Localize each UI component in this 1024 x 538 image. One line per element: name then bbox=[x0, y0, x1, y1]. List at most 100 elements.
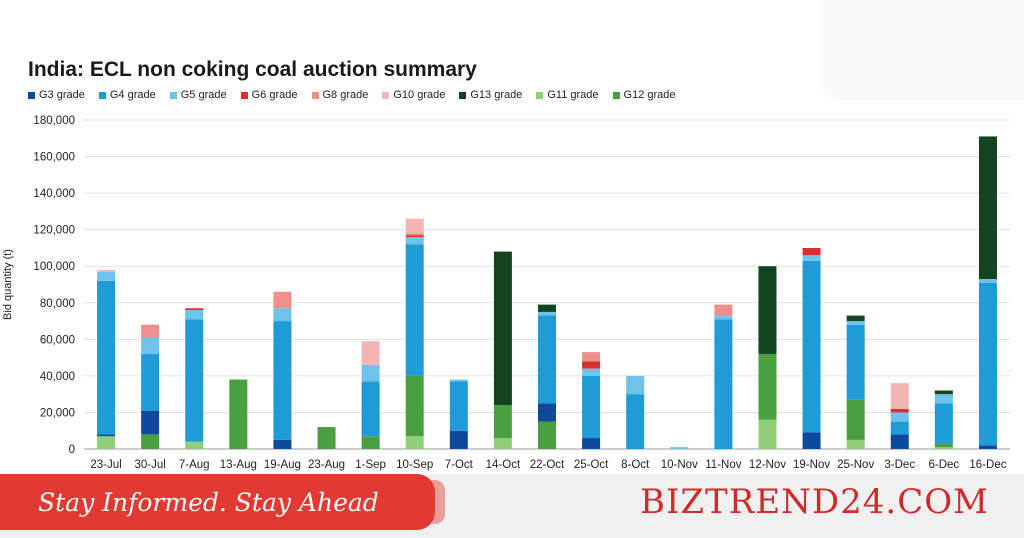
bar-segment-g13 bbox=[493, 251, 512, 406]
bar-segment-g4 bbox=[802, 260, 821, 433]
bar-segment-g6 bbox=[802, 247, 821, 256]
y-tick-label: 120,000 bbox=[33, 225, 75, 237]
bar-segment-g4 bbox=[538, 315, 556, 404]
bar-segment-g6 bbox=[405, 235, 424, 237]
legend-swatch bbox=[169, 91, 177, 99]
y-tick-label: 100,000 bbox=[33, 261, 75, 273]
legend-swatch bbox=[28, 91, 35, 99]
x-tick-label: 25-Nov bbox=[837, 459, 874, 471]
legend-swatch bbox=[382, 91, 390, 99]
bar-segment-g11 bbox=[493, 438, 512, 449]
bar-segment-g13 bbox=[758, 266, 777, 354]
bar-segment-g5 bbox=[626, 375, 645, 395]
legend-swatch bbox=[612, 91, 620, 99]
x-tick-label: 13-Aug bbox=[220, 459, 257, 471]
bar-segment-g5 bbox=[802, 255, 821, 261]
bar-segment-g11 bbox=[97, 436, 116, 449]
legend-label: G13 grade bbox=[470, 89, 523, 101]
bar-segment-g3 bbox=[97, 434, 116, 437]
bar-segment-g3 bbox=[141, 410, 160, 435]
bar-segment-g12 bbox=[934, 443, 953, 448]
bar-segment-g12 bbox=[538, 421, 556, 449]
bar-segment-g12 bbox=[846, 399, 865, 440]
bar-segment-g10 bbox=[361, 341, 380, 365]
bar-segment-g12 bbox=[493, 405, 512, 439]
bar-segment-g5 bbox=[141, 337, 160, 354]
x-tick-label: 12-Nov bbox=[749, 459, 786, 471]
bar-segment-g4 bbox=[846, 324, 865, 400]
legend-item: G8 grade bbox=[311, 89, 369, 101]
bar-segment-g4 bbox=[361, 381, 380, 437]
bar-segment-g5 bbox=[714, 315, 733, 320]
chart-legend: G3 grade G4 grade G5 grade G6 grade G8 grade… bbox=[28, 89, 676, 101]
legend-label: G6 grade bbox=[251, 89, 298, 101]
bar-segment-g4 bbox=[714, 319, 733, 449]
bar-segment-g12 bbox=[361, 436, 380, 449]
bar-segment-g8 bbox=[405, 233, 424, 236]
x-tick-label: 19-Aug bbox=[264, 459, 301, 471]
bar-segment-g4 bbox=[405, 244, 424, 376]
footer-banner: Stay Informed. Stay Ahead BIZTREND24.COM bbox=[0, 474, 1024, 538]
y-tick-label: 0 bbox=[69, 444, 75, 456]
legend-item: G4 grade bbox=[98, 89, 156, 101]
x-tick-label: 25-Oct bbox=[574, 459, 609, 471]
bar-segment-g5 bbox=[846, 321, 865, 325]
bar-segment-g4 bbox=[97, 280, 116, 435]
bar-segment-g5 bbox=[978, 279, 997, 283]
legend-label: G5 grade bbox=[180, 89, 227, 101]
x-tick-label: 10-Sep bbox=[396, 459, 433, 471]
bar-segment-g13 bbox=[846, 315, 865, 322]
legend-swatch bbox=[240, 91, 248, 99]
bar-segment-g13 bbox=[934, 390, 953, 395]
x-tick-label: 22-Oct bbox=[530, 459, 565, 471]
bar-segment-g8 bbox=[714, 304, 733, 316]
x-tick-label: 19-Nov bbox=[793, 459, 830, 471]
legend-label: G4 grade bbox=[109, 89, 156, 101]
y-tick-label: 160,000 bbox=[33, 152, 75, 164]
x-tick-label: 23-Jul bbox=[90, 459, 121, 471]
chart-plot: 0 20,000 40,000 60,000 80,000 100,000 120,000 1… bbox=[2, 115, 1010, 471]
bar-segment-g12 bbox=[405, 375, 424, 437]
bar-segment-g4 bbox=[626, 394, 645, 449]
x-tick-label: 23-Aug bbox=[308, 459, 345, 471]
y-tick-label: 40,000 bbox=[40, 371, 75, 383]
brand-logo[interactable]: BIZTREND24.COM bbox=[640, 482, 989, 522]
legend-label: G12 grade bbox=[623, 89, 676, 101]
bar-segment-g11 bbox=[405, 436, 424, 449]
bar-segment-g5 bbox=[273, 308, 292, 322]
legend-label: G10 grade bbox=[393, 89, 446, 101]
bar-segment-g5 bbox=[97, 271, 116, 281]
bar-segment-g12 bbox=[141, 434, 160, 449]
x-tick-label: 10-Nov bbox=[661, 459, 698, 471]
bar-segment-g4 bbox=[582, 375, 601, 439]
x-tick-label: 30-Jul bbox=[134, 459, 165, 471]
legend-item: G6 grade bbox=[240, 89, 298, 101]
y-tick-label: 180,000 bbox=[33, 115, 75, 127]
legend-label: G3 grade bbox=[39, 89, 85, 101]
bar-segment-g12 bbox=[758, 353, 777, 420]
bar-segment-g5 bbox=[185, 310, 204, 320]
bar-segment-g5 bbox=[361, 364, 380, 382]
bar-segment-g6 bbox=[582, 361, 601, 369]
legend-swatch bbox=[98, 91, 106, 99]
x-tick-label: 3-Dec bbox=[884, 459, 915, 471]
bar-segment-g3 bbox=[449, 430, 468, 449]
bar-segment-g8 bbox=[141, 324, 160, 338]
bar-segment-g10 bbox=[405, 218, 424, 234]
x-tick-label: 7-Aug bbox=[179, 459, 210, 471]
bar-segment-g11 bbox=[185, 441, 204, 449]
y-tick-label: 20,000 bbox=[40, 407, 75, 419]
bar-segment-g3 bbox=[802, 432, 821, 449]
bar-segment-g3 bbox=[273, 439, 292, 449]
slogan-banner: Stay Informed. Stay Ahead bbox=[0, 474, 445, 530]
bar-segment-g5 bbox=[405, 236, 424, 245]
bar-segment-g4 bbox=[978, 282, 997, 446]
legend-label: G8 grade bbox=[322, 89, 369, 101]
bar-segment-g10 bbox=[890, 383, 909, 409]
x-tick-label: 7-Oct bbox=[445, 459, 474, 471]
bar-segment-g11 bbox=[758, 419, 777, 449]
bar-segment-g5 bbox=[449, 379, 468, 382]
background-glow bbox=[820, 0, 1024, 100]
bar-segment-g4 bbox=[934, 403, 953, 444]
bar-segment-g10 bbox=[97, 269, 116, 272]
